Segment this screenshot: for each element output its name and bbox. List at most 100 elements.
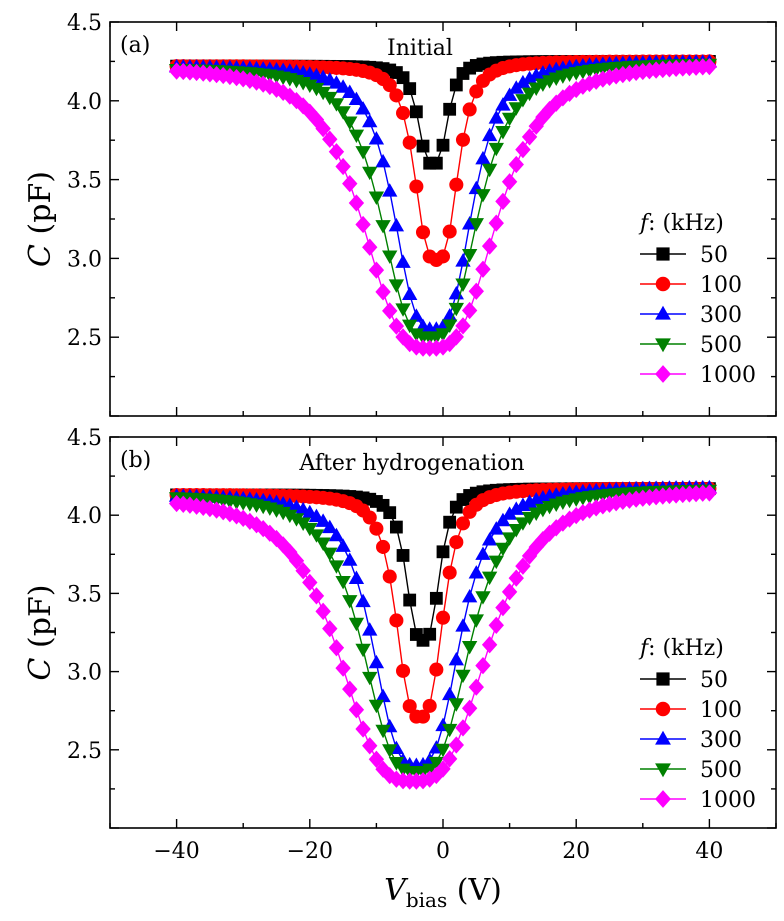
y-tick-label: 4.0 [67, 504, 102, 529]
data-point [521, 128, 538, 146]
data-point [455, 618, 471, 632]
data-point [355, 720, 371, 738]
data-point [475, 546, 491, 560]
data-point [388, 317, 405, 335]
series-line [176, 492, 710, 782]
legend-marker [655, 763, 671, 778]
data-point [443, 515, 457, 529]
data-point [615, 492, 631, 511]
data-point [615, 65, 631, 84]
legend-label: 300 [700, 303, 742, 328]
data-point [448, 736, 464, 754]
data-point [422, 698, 437, 713]
data-point [228, 507, 245, 525]
data-point [561, 510, 578, 528]
data-point [288, 513, 305, 527]
data-point [382, 250, 398, 264]
data-point [375, 220, 391, 234]
data-point [328, 143, 345, 161]
data-point [501, 112, 518, 127]
data-point [375, 153, 391, 168]
legend-label: 100 [700, 273, 742, 298]
data-point [561, 84, 578, 102]
series-1000 [168, 57, 718, 357]
data-point [588, 499, 604, 517]
data-point [328, 98, 345, 112]
data-point [455, 719, 471, 737]
x-tick-label: −20 [287, 839, 333, 864]
y-tick-label: 3.0 [67, 661, 102, 686]
data-point [342, 84, 358, 98]
data-point [248, 516, 265, 534]
y-tick-label: 2.5 [67, 739, 102, 764]
data-point [402, 135, 417, 150]
data-point [495, 542, 511, 557]
data-point [521, 547, 538, 565]
data-point [481, 532, 498, 546]
data-point [488, 616, 504, 634]
data-point [395, 303, 411, 317]
data-point [455, 253, 471, 267]
data-point [342, 174, 358, 193]
data-point [328, 560, 345, 574]
data-point [415, 772, 431, 790]
data-point [501, 173, 518, 191]
data-point [435, 328, 451, 342]
data-point [441, 723, 458, 738]
y-axis-italic: C [23, 244, 58, 267]
y-tick-label: 3.5 [67, 582, 102, 607]
legend-marker [656, 247, 670, 261]
data-point [322, 620, 338, 638]
data-point [436, 545, 450, 559]
data-point [382, 183, 398, 197]
y-tick-label: 3.5 [67, 169, 102, 194]
data-point [362, 671, 378, 686]
data-point [388, 279, 405, 293]
data-point [403, 593, 417, 607]
x-axis-italic: V [384, 873, 409, 908]
data-point [382, 302, 398, 320]
data-point [368, 261, 385, 279]
data-point [308, 529, 325, 543]
data-point [468, 282, 484, 300]
data-point [348, 91, 365, 106]
data-point [328, 527, 345, 542]
data-point [335, 538, 351, 552]
data-point [435, 743, 451, 758]
data-point [515, 94, 531, 108]
data-point [508, 569, 524, 587]
data-point [495, 192, 511, 211]
data-point [342, 595, 358, 609]
data-point [501, 583, 518, 601]
y-axis-unit: (pF) [23, 171, 58, 244]
data-point [355, 215, 371, 234]
legend-marker [655, 338, 671, 353]
series-500 [168, 58, 718, 346]
data-point [441, 686, 458, 701]
legend-title-rest: : (kHz) [648, 211, 724, 236]
data-point [475, 189, 491, 203]
legend-marker [655, 701, 671, 717]
data-point [461, 588, 478, 603]
data-point [461, 641, 478, 655]
chart-title: After hydrogenation [298, 451, 524, 476]
legend-label: 100 [700, 698, 742, 723]
data-point [355, 593, 371, 608]
data-point [441, 308, 458, 322]
data-point [368, 654, 385, 669]
data-point [495, 97, 511, 111]
data-point [441, 750, 458, 768]
data-point [461, 699, 478, 717]
data-point [455, 278, 471, 292]
y-tick-label: 2.5 [67, 326, 102, 351]
data-point [429, 591, 443, 605]
data-point [481, 127, 498, 142]
data-point [541, 100, 558, 119]
y-axis-title: C (pF) [23, 585, 58, 681]
data-point [428, 756, 445, 771]
data-point [449, 535, 464, 550]
data-point [449, 78, 463, 92]
x-tick-label: −40 [153, 839, 199, 864]
data-point [448, 328, 464, 346]
